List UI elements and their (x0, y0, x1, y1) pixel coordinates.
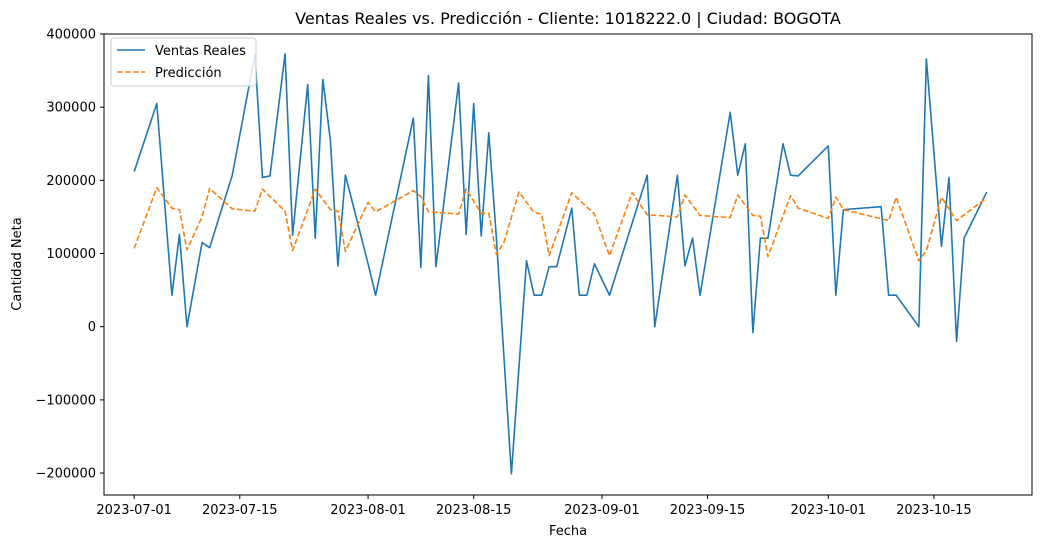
y-tick-label: −200000 (35, 467, 96, 482)
legend-label-ventas-reales: Ventas Reales (155, 44, 246, 59)
legend-label-prediccion: Predicción (155, 66, 222, 81)
plot-area (103, 33, 1033, 496)
y-axis: −200000 −100000 0 100000 200000 300000 400000 (35, 28, 104, 482)
x-tick-label: 2023-10-15 (896, 503, 972, 518)
x-tick-label: 2023-10-01 (791, 503, 867, 518)
series-line-ventas-reales (133, 52, 988, 475)
x-axis-label: Fecha (549, 524, 587, 539)
x-tick-label: 2023-08-15 (436, 503, 512, 518)
axes-frame (103, 33, 1033, 496)
x-tick-label: 2023-07-15 (202, 503, 278, 518)
legend-frame (110, 37, 257, 87)
series-line-prediccion (133, 186, 988, 262)
y-tick-label: 300000 (46, 101, 96, 116)
y-tick-label: −100000 (35, 393, 96, 408)
y-tick-label: 0 (88, 320, 96, 335)
x-axis: 2023-07-01 2023-07-15 2023-08-01 2023-08-15… (96, 495, 972, 518)
series-layer (133, 52, 988, 475)
x-tick-label: 2023-07-01 (96, 503, 172, 518)
x-tick-label: 2023-09-15 (670, 503, 746, 518)
y-axis-label: Cantidad Neta (10, 217, 25, 310)
y-tick-label: 200000 (46, 174, 96, 189)
y-tick-label: 400000 (46, 28, 96, 43)
legend: Ventas Reales Predicción (110, 37, 257, 87)
x-tick-label: 2023-09-01 (564, 503, 640, 518)
x-tick-label: 2023-08-01 (330, 503, 406, 518)
chart-title: Ventas Reales vs. Predicción - Cliente: … (295, 9, 841, 28)
y-tick-label: 100000 (46, 247, 96, 262)
